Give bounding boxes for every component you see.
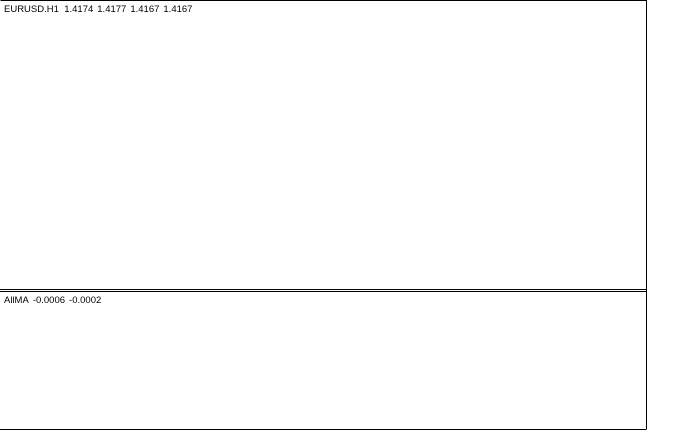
header-high: 1.4177 [97,4,126,15]
indicator-value: -0.0002 [69,295,101,306]
header-low: 1.4167 [130,4,159,15]
price-pane-header: EURUSD.H1 1.4174 1.4177 1.4167 1.4167 [4,4,192,15]
indicator-name: AllMA [4,295,29,306]
indicator-pane-header: AllMA -0.0006 -0.0002 [4,295,101,306]
symbol: EURUSD.H1 [4,4,59,15]
indicator-value: -0.0006 [33,295,65,306]
header-close: 1.4167 [163,4,192,15]
header-open: 1.4174 [64,4,93,15]
